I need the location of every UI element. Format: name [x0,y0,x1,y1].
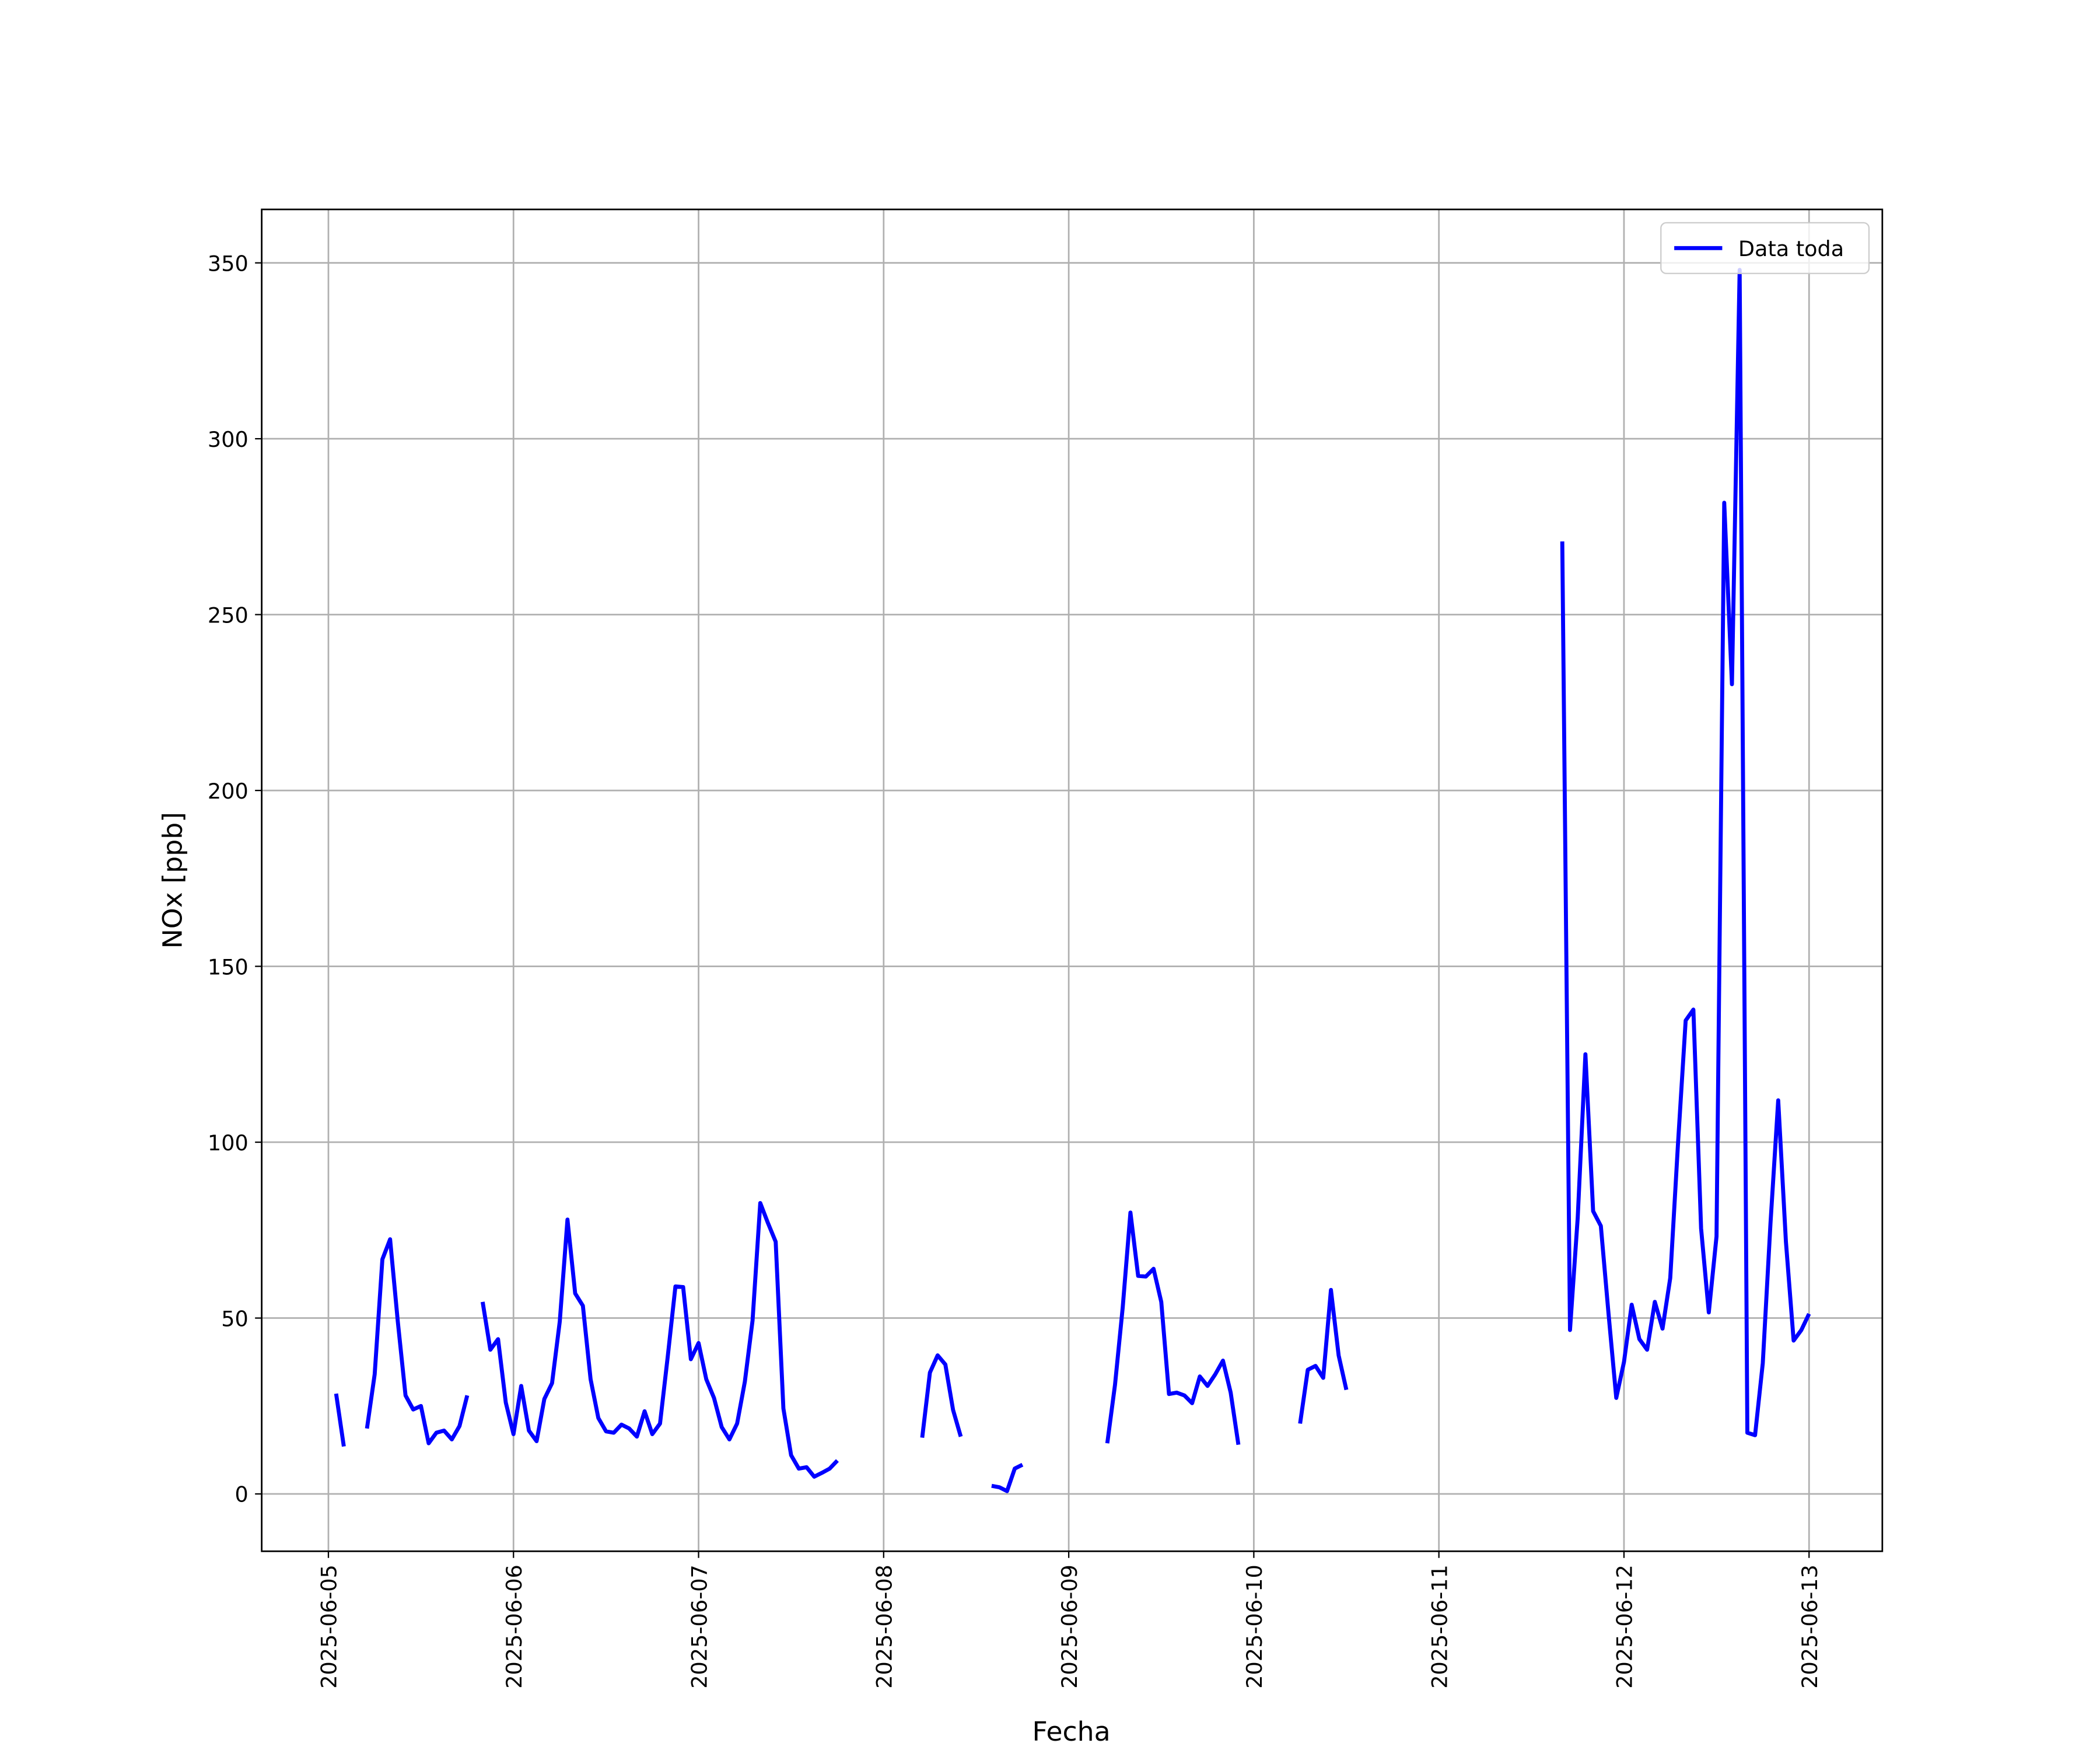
y-tick-label: 0 [235,1482,248,1507]
y-tick-label: 200 [208,779,249,804]
y-tick-label: 250 [208,603,249,628]
x-tick-label: 2025-06-12 [1612,1564,1637,1689]
y-tick-label: 350 [208,251,249,276]
legend-box [1660,222,1870,274]
x-tick-label: 2025-06-08 [872,1564,897,1689]
x-axis-label: Fecha [1032,1716,1111,1747]
x-tick-label: 2025-06-10 [1242,1564,1267,1689]
y-tick-label: 300 [208,427,249,452]
ticks: 0 50 100 150 200 250 300 350 2025-06-05 2025-06-0… [208,251,1822,1688]
y-tick-label: 50 [221,1306,249,1331]
plot-lines [334,268,1811,1493]
legend: Data toda [1660,222,1870,274]
legend-label: Data toda [1738,236,1844,261]
y-tick-label: 150 [208,954,249,979]
x-tick-label: 2025-06-09 [1057,1564,1082,1689]
x-tick-label: 2025-06-05 [317,1564,342,1689]
data-line [334,268,1811,1493]
x-tick-label: 2025-06-07 [687,1564,712,1689]
grid [261,209,1882,1552]
y-tick-label: 100 [208,1130,249,1156]
x-tick-label: 2025-06-13 [1797,1564,1822,1689]
plot-frame [261,208,1884,1552]
x-tick-label: 2025-06-06 [502,1564,527,1689]
x-tick-label: 2025-06-11 [1427,1564,1452,1689]
y-axis-label: NOx [ppb] [157,812,188,949]
